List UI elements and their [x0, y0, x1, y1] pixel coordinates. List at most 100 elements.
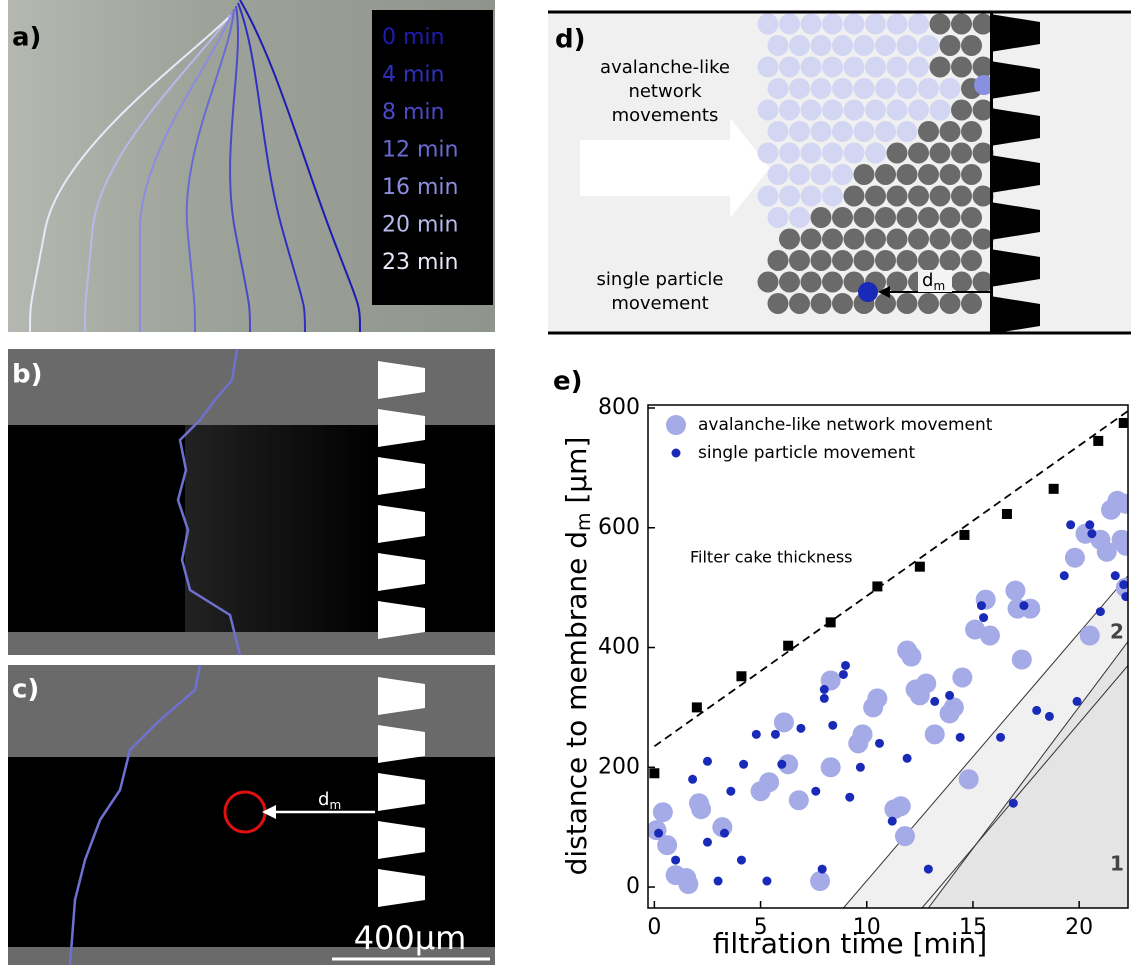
thickness-point: [1001, 508, 1012, 519]
data-point: [1019, 601, 1029, 611]
particle: [822, 142, 843, 164]
annotation: network: [628, 81, 702, 102]
panel-e: e) filtration time [min] distance to mem…: [553, 367, 1129, 960]
plot-area: [648, 410, 1128, 908]
data-point: [726, 786, 736, 796]
legend-label: 16 min: [382, 175, 458, 200]
data-point: [1110, 571, 1120, 581]
filter-tooth: [378, 773, 425, 811]
particle: [896, 207, 918, 228]
particle: [810, 78, 832, 99]
panel-label: b): [12, 360, 43, 390]
filter-tooth: [990, 155, 1040, 193]
annotation: avalanche-like: [600, 57, 730, 78]
data-point: [902, 753, 912, 763]
particle: [757, 56, 779, 78]
particle: [800, 142, 822, 164]
particle: [843, 142, 865, 164]
particle: [896, 121, 918, 142]
y-tick-label: 800: [598, 395, 640, 420]
particle: [961, 164, 982, 185]
particle: [929, 185, 951, 207]
particle: [843, 228, 865, 250]
thickness-point: [783, 640, 794, 651]
particle: [939, 250, 961, 271]
particle: [757, 13, 779, 35]
particle: [757, 142, 779, 164]
annotation: Filter cake thickness: [690, 548, 853, 567]
data-point: [979, 625, 1000, 646]
data-point: [657, 835, 678, 856]
particle: [810, 121, 832, 142]
panel-b: b): [8, 348, 495, 656]
particle: [972, 185, 994, 207]
data-point: [979, 613, 989, 623]
data-point: [1085, 520, 1095, 530]
particle: [974, 75, 994, 95]
data-point: [819, 693, 829, 703]
data-point: [1115, 535, 1128, 556]
legend-label: 8 min: [382, 100, 444, 125]
legend-marker: [671, 448, 681, 458]
particle: [779, 142, 800, 164]
filter-tooth: [378, 677, 425, 715]
x-tick-label: 5: [754, 915, 768, 940]
arrow-head: [262, 805, 276, 819]
particle: [939, 35, 961, 56]
data-point: [654, 828, 664, 838]
particle: [832, 78, 853, 99]
particle: [951, 142, 972, 164]
particle: [767, 35, 789, 56]
legend-label: single particle movement: [698, 443, 916, 463]
particle: [875, 78, 896, 99]
data-point: [1119, 580, 1128, 590]
data-point: [739, 759, 749, 769]
particle: [886, 99, 908, 121]
data-point: [855, 762, 865, 772]
particle: [972, 13, 994, 35]
particle: [875, 250, 896, 271]
particle: [972, 271, 994, 293]
particle: [789, 293, 810, 314]
particle: [886, 185, 908, 207]
particle: [918, 78, 939, 99]
filter-tooth: [378, 409, 425, 447]
legend-label: avalanche-like network movement: [698, 415, 993, 435]
filter-tooth: [378, 869, 425, 907]
particle: [822, 228, 843, 250]
data-point: [1121, 592, 1128, 602]
filter-tooth: [378, 725, 425, 763]
particle: [767, 207, 789, 228]
x-tick-label: 20: [1065, 915, 1093, 940]
particle: [800, 56, 822, 78]
particle: [908, 56, 929, 78]
dm-label-sub: m: [933, 279, 945, 293]
particle: [800, 185, 822, 207]
annotation: single particle: [597, 269, 724, 290]
x-tick-label: 0: [647, 915, 661, 940]
thickness-point: [1118, 417, 1128, 428]
data-point: [1064, 547, 1085, 568]
data-point: [671, 855, 681, 865]
filter-tooth: [378, 601, 425, 639]
panel-label: a): [12, 23, 41, 53]
data-point: [1008, 798, 1018, 808]
legend-label: 0 min: [382, 25, 444, 50]
front-line: [138, 11, 233, 332]
particle: [822, 99, 843, 121]
particle: [918, 121, 939, 142]
channel-wall: [8, 632, 495, 655]
data-point: [1079, 625, 1100, 646]
particle: [832, 35, 853, 56]
data-point: [924, 724, 945, 745]
particle: [875, 164, 896, 185]
data-point: [958, 769, 979, 790]
panel-label: d): [555, 25, 586, 55]
particle: [875, 293, 896, 314]
particle: [939, 293, 961, 314]
particle: [896, 164, 918, 185]
data-point: [867, 688, 888, 709]
legend-label: 23 min: [382, 250, 458, 275]
data-point: [713, 876, 723, 886]
filter-tooth: [990, 249, 1040, 287]
